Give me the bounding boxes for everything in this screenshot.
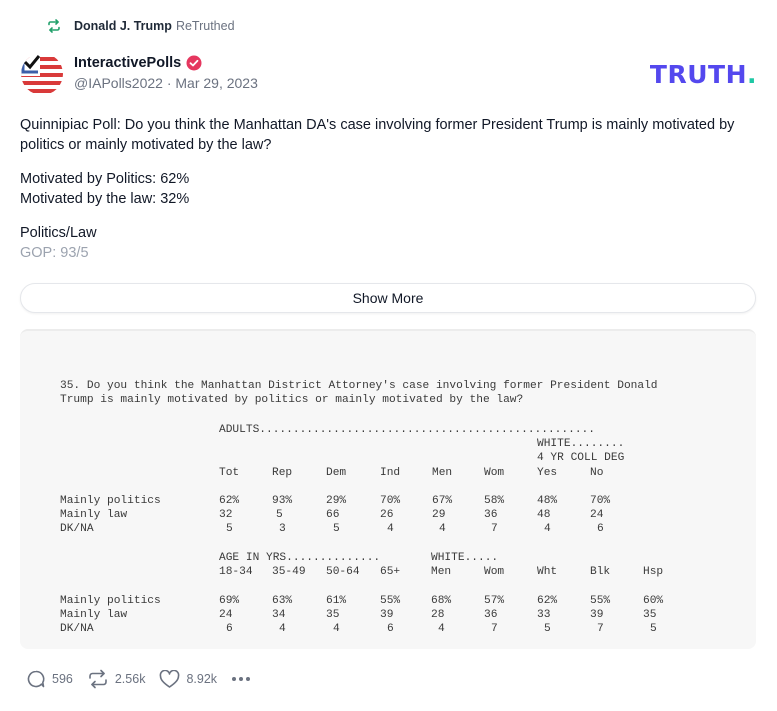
age-header: AGE IN YRS..............: [219, 552, 381, 564]
retruth-count: 2.56k: [114, 672, 146, 686]
like-button[interactable]: 8.92k: [159, 669, 218, 689]
white-header: WHITE........: [537, 438, 625, 450]
retruth-button[interactable]: 2.56k: [87, 669, 146, 689]
truth-logo: TRUTH.: [649, 60, 757, 89]
post-actions: 596 2.56k 8.92k: [26, 669, 271, 689]
show-more-button[interactable]: Show More: [20, 283, 756, 313]
post-body: Quinnipiac Poll: Do you think the Manhat…: [20, 116, 740, 278]
adults-header: ADULTS..................................…: [219, 424, 595, 436]
retruth-action: ReTruthed: [175, 19, 235, 33]
post-paragraph: Motivated by Politics: 62% Motivated by t…: [20, 171, 190, 207]
poll-image[interactable]: 35. Do you think the Manhattan District …: [20, 329, 756, 649]
avatar[interactable]: [20, 52, 64, 96]
more-options-button[interactable]: [231, 676, 257, 682]
retruth-icon: [89, 669, 107, 689]
author-handle-date[interactable]: @IAPolls2022 · Mar 29, 2023: [74, 75, 258, 91]
post-author: InteractivePolls @IAPolls2022 · Mar 29, …: [20, 52, 258, 96]
retruth-user[interactable]: Donald J. Trump: [74, 19, 172, 33]
avatar-flag-icon: [20, 52, 64, 96]
reply-icon: [27, 670, 45, 688]
heart-icon: [160, 669, 180, 688]
more-icon: [232, 677, 251, 681]
retruth-banner: Donald J. Trump ReTruthed: [46, 18, 235, 34]
post-paragraph: Quinnipiac Poll: Do you think the Manhat…: [20, 117, 735, 153]
retruth-icon: [48, 19, 60, 33]
reply-button[interactable]: 596: [26, 669, 73, 689]
white-header-2: WHITE.....: [431, 552, 499, 564]
poll-question: 35. Do you think the Manhattan District …: [60, 380, 658, 406]
verified-badge-icon: [186, 55, 202, 71]
post-paragraph: Politics/Law GOP: 93/5: [20, 225, 97, 261]
author-name[interactable]: InteractivePolls: [74, 55, 182, 71]
reply-count: 596: [52, 672, 73, 686]
like-count: 8.92k: [186, 672, 218, 686]
coll-deg-header: 4 YR COLL DEG: [537, 452, 625, 464]
